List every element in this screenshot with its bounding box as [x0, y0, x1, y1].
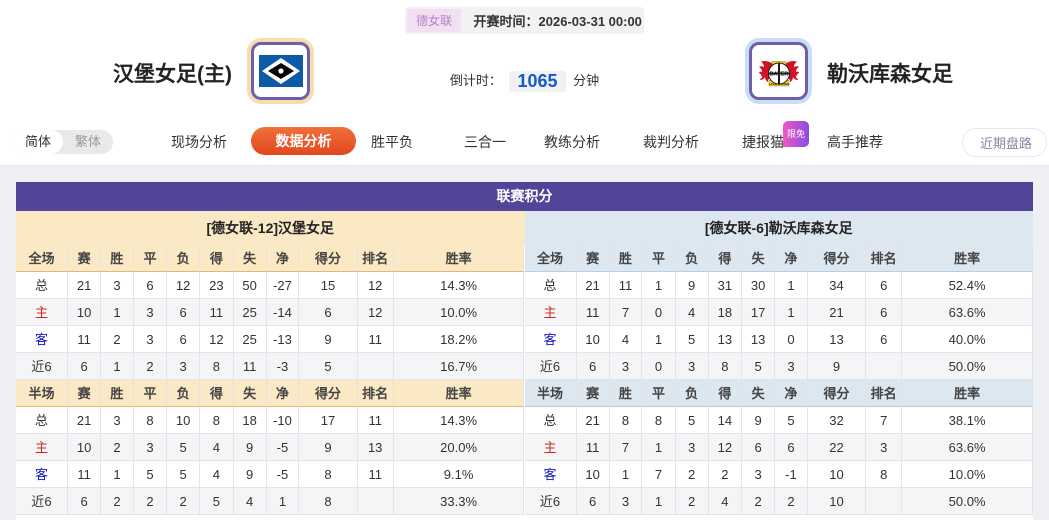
- svg-text:BAYER: BAYER: [769, 72, 788, 78]
